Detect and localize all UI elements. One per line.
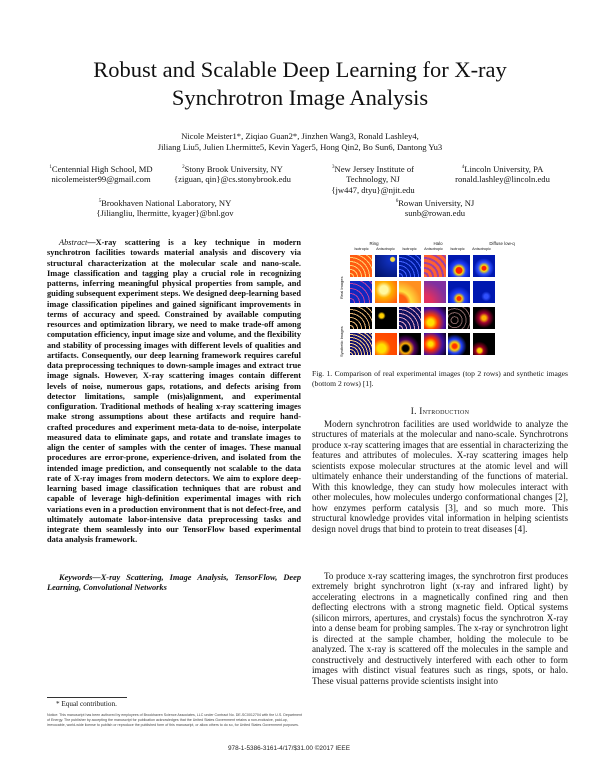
scattering-image-thumbnail bbox=[399, 281, 421, 303]
isbn-line: 978-1-5386-3161-4/17/$31.00 ©2017 IEEE bbox=[228, 745, 350, 752]
abstract: Abstract—X-ray scattering is a key techn… bbox=[47, 238, 301, 546]
scattering-image-thumbnail bbox=[423, 333, 446, 355]
authors-line-2: Jiliang Liu5, Julien Lhermitte5, Kevin Y… bbox=[157, 142, 443, 152]
group-label-ring: Ring bbox=[369, 241, 379, 246]
affiliation-6: 6Rowan University, NJ sunb@rowan.edu bbox=[395, 197, 475, 219]
abstract-label: Abstract bbox=[59, 238, 88, 247]
column-label: Isotropic bbox=[354, 247, 369, 251]
paper-title: Robust and Scalable Deep Learning for X-… bbox=[93, 57, 507, 110]
column-label: Isotropic bbox=[402, 247, 417, 251]
scattering-image-thumbnail bbox=[350, 255, 372, 277]
column-label: Isotropic bbox=[450, 247, 465, 251]
scattering-image-thumbnail bbox=[472, 333, 495, 355]
author-list: Nicole Meister1*, Ziqiao Guan2*, Jinzhen… bbox=[60, 131, 540, 153]
scattering-image-thumbnail bbox=[350, 333, 372, 355]
scattering-image-thumbnail bbox=[374, 333, 397, 355]
scattering-image-thumbnail bbox=[472, 255, 495, 277]
affiliation-3: 3New Jersey Institute of Technology, NJ … bbox=[331, 163, 415, 195]
scattering-image-thumbnail bbox=[399, 255, 421, 277]
scattering-image-thumbnail bbox=[350, 307, 372, 329]
affiliation-1: 1Centennial High School, MD nicolemeiste… bbox=[49, 163, 153, 185]
footnote-divider bbox=[47, 697, 127, 698]
scattering-image-thumbnail bbox=[423, 281, 446, 303]
scattering-image-thumbnail bbox=[399, 307, 421, 329]
scattering-image-thumbnail bbox=[448, 281, 470, 303]
intro-paragraph-2: To produce x-ray scattering images, the … bbox=[312, 571, 568, 686]
authors-line-1: Nicole Meister1*, Ziqiao Guan2*, Jinzhen… bbox=[181, 131, 419, 141]
affiliation-4: 4Lincoln University, PA ronald.lashley@l… bbox=[455, 163, 550, 185]
scattering-image-thumbnail bbox=[472, 307, 495, 329]
row-label-real: Real Images bbox=[339, 276, 344, 299]
scattering-image-thumbnail bbox=[448, 307, 470, 329]
group-label-diffuse: Diffuse low-q bbox=[489, 241, 515, 246]
affiliation-5: 5Brookhaven National Laboratory, NY {Jil… bbox=[96, 197, 234, 219]
scattering-image-thumbnail bbox=[472, 281, 495, 303]
group-label-halo: Halo bbox=[433, 241, 443, 246]
row-label-synthetic: Synthetic Images bbox=[339, 326, 344, 357]
scattering-image-thumbnail bbox=[374, 307, 397, 329]
copyright-notice: Notice: This manuscript has been authore… bbox=[47, 713, 303, 727]
column-label: Anisotropic bbox=[472, 247, 491, 251]
scattering-image-thumbnail bbox=[448, 333, 470, 355]
scattering-image-thumbnail bbox=[448, 255, 470, 277]
scattering-image-thumbnail bbox=[423, 307, 446, 329]
scattering-image-thumbnail bbox=[374, 255, 397, 277]
scattering-image-thumbnail bbox=[423, 255, 446, 277]
column-label: Anisotropic bbox=[424, 247, 443, 251]
abstract-text: —X-ray scattering is a key technique in … bbox=[47, 238, 301, 545]
figure-caption: Fig. 1. Comparison of real experimental … bbox=[312, 369, 568, 388]
footnote: * Equal contribution. bbox=[56, 700, 117, 708]
keywords: Keywords—X-ray Scattering, Image Analysi… bbox=[47, 573, 301, 593]
scattering-image-thumbnail bbox=[350, 281, 372, 303]
affiliation-2: 2Stony Brook University, NY {ziguan, qin… bbox=[174, 163, 291, 185]
column-label: Anisotropic bbox=[376, 247, 395, 251]
scattering-image-thumbnail bbox=[399, 333, 421, 355]
intro-paragraph-1: Modern synchrotron facilities are used w… bbox=[312, 419, 568, 534]
figure-1: Ring Halo Diffuse low-q Isotropic Anisot… bbox=[336, 241, 536, 361]
section-heading: I. Introduction bbox=[410, 406, 470, 416]
scattering-image-thumbnail bbox=[374, 281, 397, 303]
